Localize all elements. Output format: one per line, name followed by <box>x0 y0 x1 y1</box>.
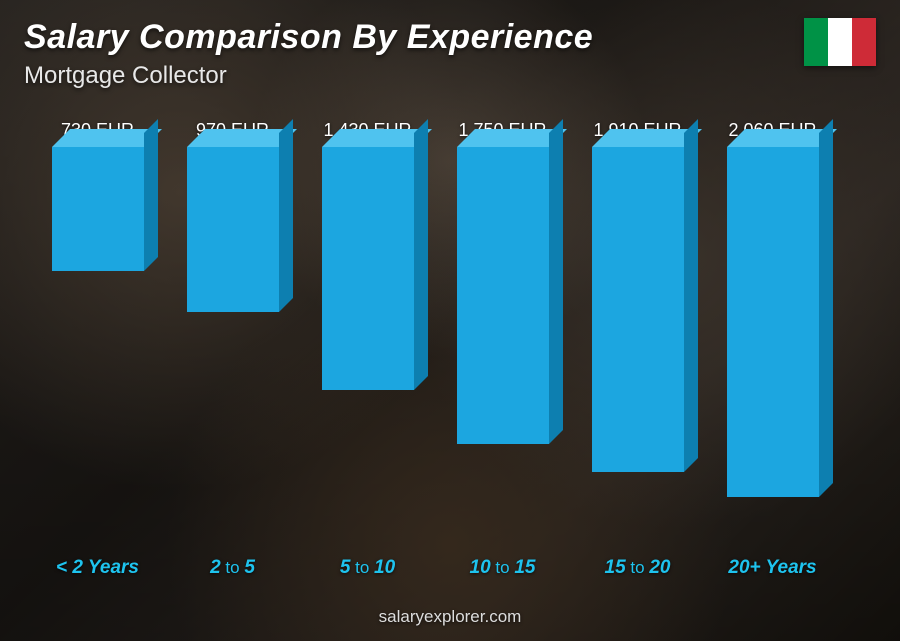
bar-side-face <box>144 119 158 271</box>
flag-stripe-green <box>804 18 828 66</box>
bar-front-face <box>457 147 549 444</box>
bar-category-label: 20+ Years <box>728 557 816 579</box>
bar-3d <box>592 147 684 472</box>
bar-side-face <box>414 119 428 390</box>
bar-category-label: < 2 Years <box>56 557 139 579</box>
bar-category-label: 10 to 15 <box>470 557 536 579</box>
flag-stripe-white <box>828 18 852 66</box>
bar-3d <box>187 147 279 312</box>
bar-chart: +33%+48%+22%+9%+8% 730 EUR< 2 Years970 E… <box>30 120 840 581</box>
footer-credit: salaryexplorer.com <box>0 607 900 627</box>
bar-category-label: 15 to 20 <box>605 557 671 579</box>
flag-stripe-red <box>852 18 876 66</box>
bar-slot: 730 EUR< 2 Years <box>30 120 165 549</box>
bar-3d <box>52 147 144 271</box>
bar-3d <box>727 147 819 497</box>
page-title: Salary Comparison By Experience <box>24 18 593 57</box>
bar-slot: 1,750 EUR10 to 15 <box>435 120 570 549</box>
bar-side-face <box>819 119 833 497</box>
bar-slot: 2,060 EUR20+ Years <box>705 120 840 549</box>
bar-category-label: 5 to 10 <box>340 557 395 579</box>
bar-side-face <box>279 119 293 312</box>
bar-slot: 970 EUR2 to 5 <box>165 120 300 549</box>
bars-row: 730 EUR< 2 Years970 EUR2 to 51,430 EUR5 … <box>30 120 840 549</box>
chart-container: Salary Comparison By Experience Mortgage… <box>0 0 900 641</box>
bar-front-face <box>322 147 414 390</box>
bar-category-label: 2 to 5 <box>210 557 255 579</box>
bar-front-face <box>727 147 819 497</box>
bar-front-face <box>52 147 144 271</box>
bar-slot: 1,910 EUR15 to 20 <box>570 120 705 549</box>
country-flag-italy <box>804 18 876 66</box>
bar-3d <box>457 147 549 444</box>
bar-side-face <box>549 119 563 444</box>
bar-side-face <box>684 119 698 472</box>
bar-3d <box>322 147 414 390</box>
bar-front-face <box>187 147 279 312</box>
bar-slot: 1,430 EUR5 to 10 <box>300 120 435 549</box>
bar-front-face <box>592 147 684 472</box>
page-subtitle: Mortgage Collector <box>24 62 227 90</box>
